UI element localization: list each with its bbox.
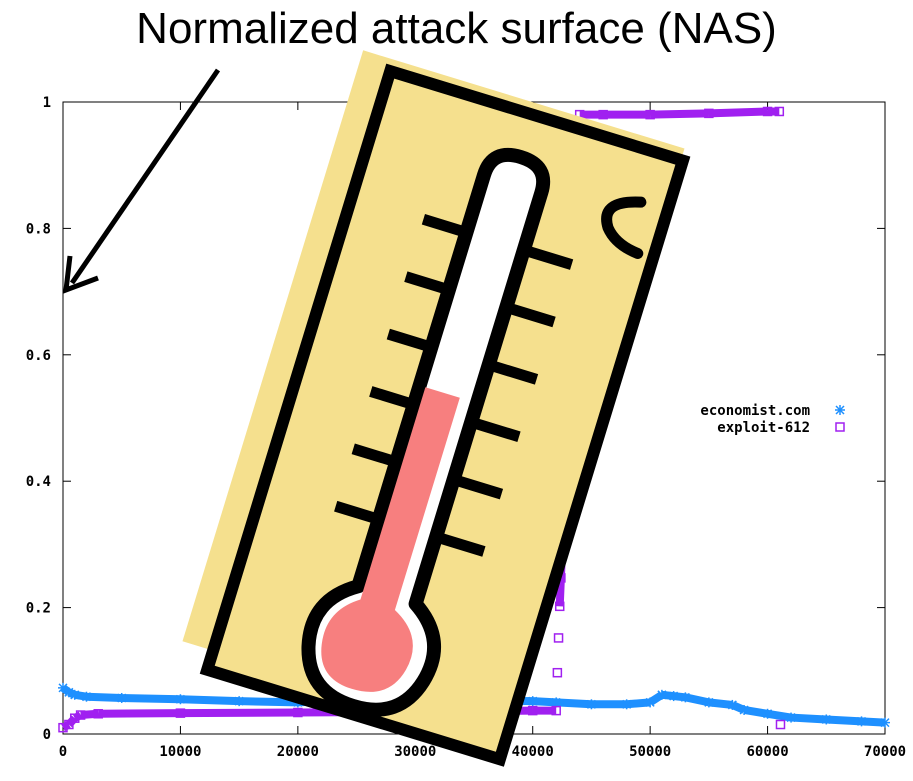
data-point bbox=[739, 704, 750, 715]
y-tick-label: 0 bbox=[43, 727, 51, 743]
data-point bbox=[704, 108, 714, 119]
asterisk-stroke bbox=[727, 700, 737, 710]
asterisk-stroke bbox=[669, 691, 679, 701]
data-point bbox=[680, 692, 691, 703]
data-point bbox=[645, 697, 656, 708]
asterisk-stroke bbox=[622, 699, 632, 709]
arrow-icon bbox=[63, 68, 221, 294]
legend-label: economist.com bbox=[700, 403, 810, 419]
data-point bbox=[762, 106, 773, 117]
x-tick-label: 30000 bbox=[394, 744, 436, 760]
y-tick-label: 1 bbox=[43, 95, 51, 111]
data-point bbox=[656, 689, 667, 700]
data-point bbox=[552, 667, 563, 678]
data-point bbox=[586, 699, 597, 710]
data-point bbox=[762, 708, 773, 719]
asterisk-stroke bbox=[551, 697, 561, 707]
series-economist-com bbox=[58, 682, 890, 728]
asterisk-stroke bbox=[175, 694, 185, 704]
data-point bbox=[598, 109, 608, 120]
slide-title: Normalized attack surface (NAS) bbox=[136, 4, 777, 53]
data-point bbox=[527, 696, 538, 707]
legend-label: exploit-612 bbox=[717, 420, 810, 436]
data-point bbox=[645, 109, 655, 120]
asterisk-stroke bbox=[680, 692, 690, 702]
data-point bbox=[116, 692, 127, 703]
asterisk-stroke bbox=[786, 713, 796, 723]
data-point bbox=[835, 405, 845, 415]
asterisk-stroke bbox=[657, 690, 667, 700]
thermometer-scale-marks bbox=[334, 214, 574, 557]
x-tick-label: 20000 bbox=[277, 744, 319, 760]
data-point bbox=[821, 714, 832, 725]
asterisk-stroke bbox=[586, 699, 596, 709]
y-tick-label: 0.8 bbox=[26, 221, 51, 237]
y-tick-label: 0.6 bbox=[26, 348, 51, 364]
data-point bbox=[668, 691, 679, 702]
data-point bbox=[64, 719, 74, 730]
x-tick-label: 10000 bbox=[159, 744, 201, 760]
data-point bbox=[69, 689, 80, 700]
y-tick-label: 0.4 bbox=[26, 474, 51, 490]
axis-ticks: 0 10000 20000 30000 40000 50000 60000 70000 0 0.2… bbox=[26, 95, 906, 760]
data-point bbox=[554, 601, 565, 612]
x-tick-label: 60000 bbox=[746, 744, 788, 760]
data-point bbox=[553, 633, 564, 643]
data-point bbox=[234, 696, 245, 707]
asterisk-stroke bbox=[81, 692, 92, 702]
thermometer-mercury bbox=[321, 387, 460, 692]
asterisk-stroke bbox=[856, 716, 867, 726]
data-point bbox=[175, 708, 186, 718]
data-point bbox=[774, 106, 785, 117]
asterisk-stroke bbox=[528, 696, 538, 706]
x-tick-label: 0 bbox=[59, 744, 67, 760]
asterisk-stroke bbox=[704, 697, 714, 707]
asterisk-stroke bbox=[821, 714, 831, 724]
data-point bbox=[527, 705, 538, 716]
data-point bbox=[175, 694, 186, 705]
data-point bbox=[856, 716, 867, 727]
asterisk-stroke bbox=[835, 405, 845, 415]
thermometer-icon bbox=[182, 50, 691, 767]
data-point bbox=[93, 709, 103, 719]
data-point bbox=[621, 699, 632, 710]
y-tick-label: 0.2 bbox=[26, 601, 51, 617]
asterisk-stroke bbox=[880, 718, 890, 728]
asterisk-stroke bbox=[739, 705, 749, 715]
data-point bbox=[727, 699, 738, 710]
asterisk-stroke bbox=[117, 693, 127, 703]
asterisk-stroke bbox=[645, 697, 655, 707]
data-point bbox=[835, 422, 845, 432]
data-point bbox=[703, 697, 714, 708]
data-point bbox=[551, 705, 561, 716]
data-point bbox=[81, 691, 92, 702]
data-point bbox=[69, 713, 80, 723]
thermometer-hook bbox=[601, 196, 647, 259]
x-tick-label: 70000 bbox=[864, 744, 906, 760]
asterisk-stroke bbox=[58, 683, 68, 693]
asterisk-stroke bbox=[64, 687, 74, 697]
asterisk-stroke bbox=[763, 709, 773, 719]
x-tick-label: 40000 bbox=[512, 744, 554, 760]
asterisk-stroke bbox=[234, 696, 244, 706]
data-point bbox=[58, 722, 68, 733]
x-tick-label: 50000 bbox=[629, 744, 671, 760]
data-point bbox=[880, 717, 890, 728]
asterisk-stroke bbox=[70, 690, 80, 700]
data-point bbox=[775, 719, 786, 730]
data-point bbox=[551, 697, 562, 708]
data-point bbox=[58, 682, 68, 693]
data-point bbox=[786, 712, 797, 723]
data-point bbox=[75, 710, 86, 720]
data-point bbox=[293, 707, 303, 718]
